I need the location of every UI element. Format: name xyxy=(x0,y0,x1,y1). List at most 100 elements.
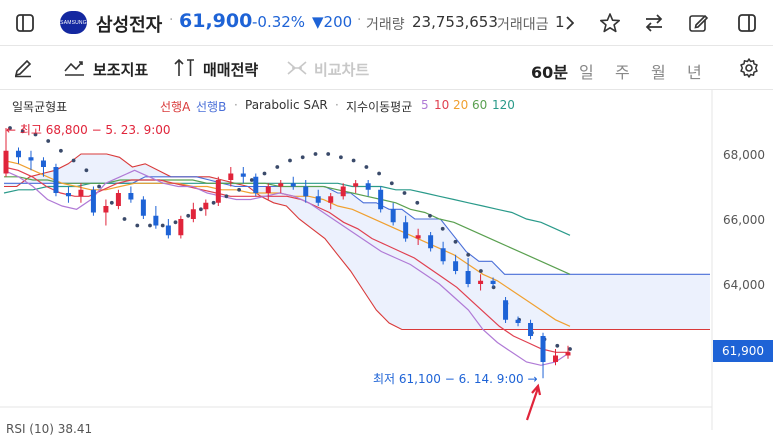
sar-dot xyxy=(377,171,381,176)
sar-dot xyxy=(351,158,356,163)
stock-header: SAMSUNG 삼성전자 · 61,900 -0.32% ▼200 · 거래량 … xyxy=(0,0,773,46)
sar-dot xyxy=(135,223,140,228)
candle xyxy=(453,254,459,275)
period-year[interactable]: 년 xyxy=(687,63,702,82)
sar-dot xyxy=(46,139,51,143)
axis-tick-66000: 66,000 xyxy=(723,213,765,227)
period-day[interactable]: 일 xyxy=(579,63,594,82)
candle xyxy=(340,183,346,200)
drawing-pen-icon[interactable] xyxy=(8,53,38,83)
swap-icon[interactable] xyxy=(639,8,669,38)
legend-ema-120: 120 xyxy=(492,98,515,112)
star-icon[interactable] xyxy=(595,8,625,38)
sar-dot xyxy=(555,343,560,348)
low-point-arrow xyxy=(525,383,542,421)
sar-dot xyxy=(300,155,305,160)
sar-dot xyxy=(326,152,331,156)
stock-name[interactable]: 삼성전자 xyxy=(96,15,163,36)
sar-dot xyxy=(415,200,420,205)
legend-parabolic-sar[interactable]: Parabolic SAR xyxy=(245,98,328,112)
rsi-label: RSI (10) 38.41 xyxy=(6,422,93,436)
candle xyxy=(415,228,421,245)
candle-body xyxy=(453,261,459,271)
panel-toggle-icon[interactable] xyxy=(732,8,762,38)
sar-dot xyxy=(20,129,25,134)
sar-dot xyxy=(402,191,407,195)
legend-separator: · xyxy=(335,98,339,112)
sar-dot xyxy=(199,207,203,212)
candle xyxy=(203,199,209,216)
legend-ema-5: 5 xyxy=(421,98,429,112)
current-price: 61,900 xyxy=(179,10,253,32)
high-annotation: ← 최고 68,800 − 5. 23. 9:00 xyxy=(6,123,171,137)
compare-button[interactable]: 비교차트 xyxy=(314,61,370,79)
sidebar-toggle-icon[interactable] xyxy=(10,8,40,38)
ema-5-line xyxy=(3,169,571,366)
candle-body xyxy=(278,183,284,187)
sar-dot xyxy=(173,220,178,225)
candle-body xyxy=(203,202,209,210)
price-chart[interactable] xyxy=(0,90,773,430)
sar-dot xyxy=(8,126,12,130)
candle xyxy=(115,189,121,210)
change-percent: -0.32% xyxy=(252,13,306,31)
legend-ema-60: 60 xyxy=(472,98,488,112)
period-week[interactable]: 주 xyxy=(615,63,630,82)
settings-gear-icon[interactable] xyxy=(734,53,764,83)
strategy-button[interactable]: 매매전략 xyxy=(203,61,259,79)
company-logo: SAMSUNG xyxy=(60,11,87,34)
candle-body xyxy=(490,280,496,284)
trade-amount-label: 거래대금 xyxy=(497,17,549,33)
candle-body xyxy=(340,186,346,197)
chevron-right-icon[interactable] xyxy=(566,15,575,34)
candle-body xyxy=(215,180,221,203)
sar-dot xyxy=(122,217,127,221)
candle-body xyxy=(165,225,171,236)
candle xyxy=(90,186,96,216)
candle xyxy=(440,241,446,265)
low-annotation: 최저 61,100 − 6. 14. 9:00 → xyxy=(373,372,538,386)
sar-dot xyxy=(389,181,394,186)
sar-dot xyxy=(84,168,89,173)
candle-body xyxy=(328,196,334,203)
compare-icon xyxy=(286,59,308,81)
candle xyxy=(540,332,546,379)
candle-body xyxy=(140,199,146,216)
candle-body xyxy=(440,248,446,262)
candle xyxy=(228,167,234,187)
candle-body xyxy=(290,183,296,187)
legend-ema-20: 20 xyxy=(453,98,469,112)
candle-body xyxy=(315,196,321,203)
ichimoku-cloud xyxy=(4,154,710,330)
sar-dot xyxy=(313,152,318,156)
candle-body xyxy=(128,193,134,200)
period-month[interactable]: 월 xyxy=(651,63,666,82)
candle xyxy=(278,180,284,193)
candle-body xyxy=(253,176,259,193)
candle-body xyxy=(153,215,159,226)
legend-span-a[interactable]: 선행A xyxy=(160,100,191,114)
volume-value: 23,753,653 xyxy=(412,13,498,31)
legend-ema[interactable]: 지수이동평균 xyxy=(346,100,413,114)
sar-dot xyxy=(339,155,343,160)
candle-body xyxy=(115,193,121,206)
legend-span-b[interactable]: 선행B xyxy=(196,100,227,114)
period-60min[interactable]: 60분 xyxy=(531,63,568,82)
candle-body xyxy=(240,173,246,177)
candle-body xyxy=(565,352,571,356)
sar-dot xyxy=(224,194,229,199)
candle xyxy=(515,316,521,327)
sar-dot xyxy=(109,200,114,205)
candle-body xyxy=(415,235,421,239)
candle-body xyxy=(353,183,359,187)
candle xyxy=(315,189,321,206)
candle xyxy=(140,196,146,219)
sar-dot xyxy=(428,213,432,218)
legend-ichimoku[interactable]: 일목균형표 xyxy=(12,100,68,114)
edit-icon[interactable] xyxy=(683,8,713,38)
separator-dot: · xyxy=(357,12,362,28)
candle-body xyxy=(540,336,546,362)
candle xyxy=(65,186,71,203)
candle-body xyxy=(503,300,509,320)
indicators-button[interactable]: 보조지표 xyxy=(93,61,149,79)
